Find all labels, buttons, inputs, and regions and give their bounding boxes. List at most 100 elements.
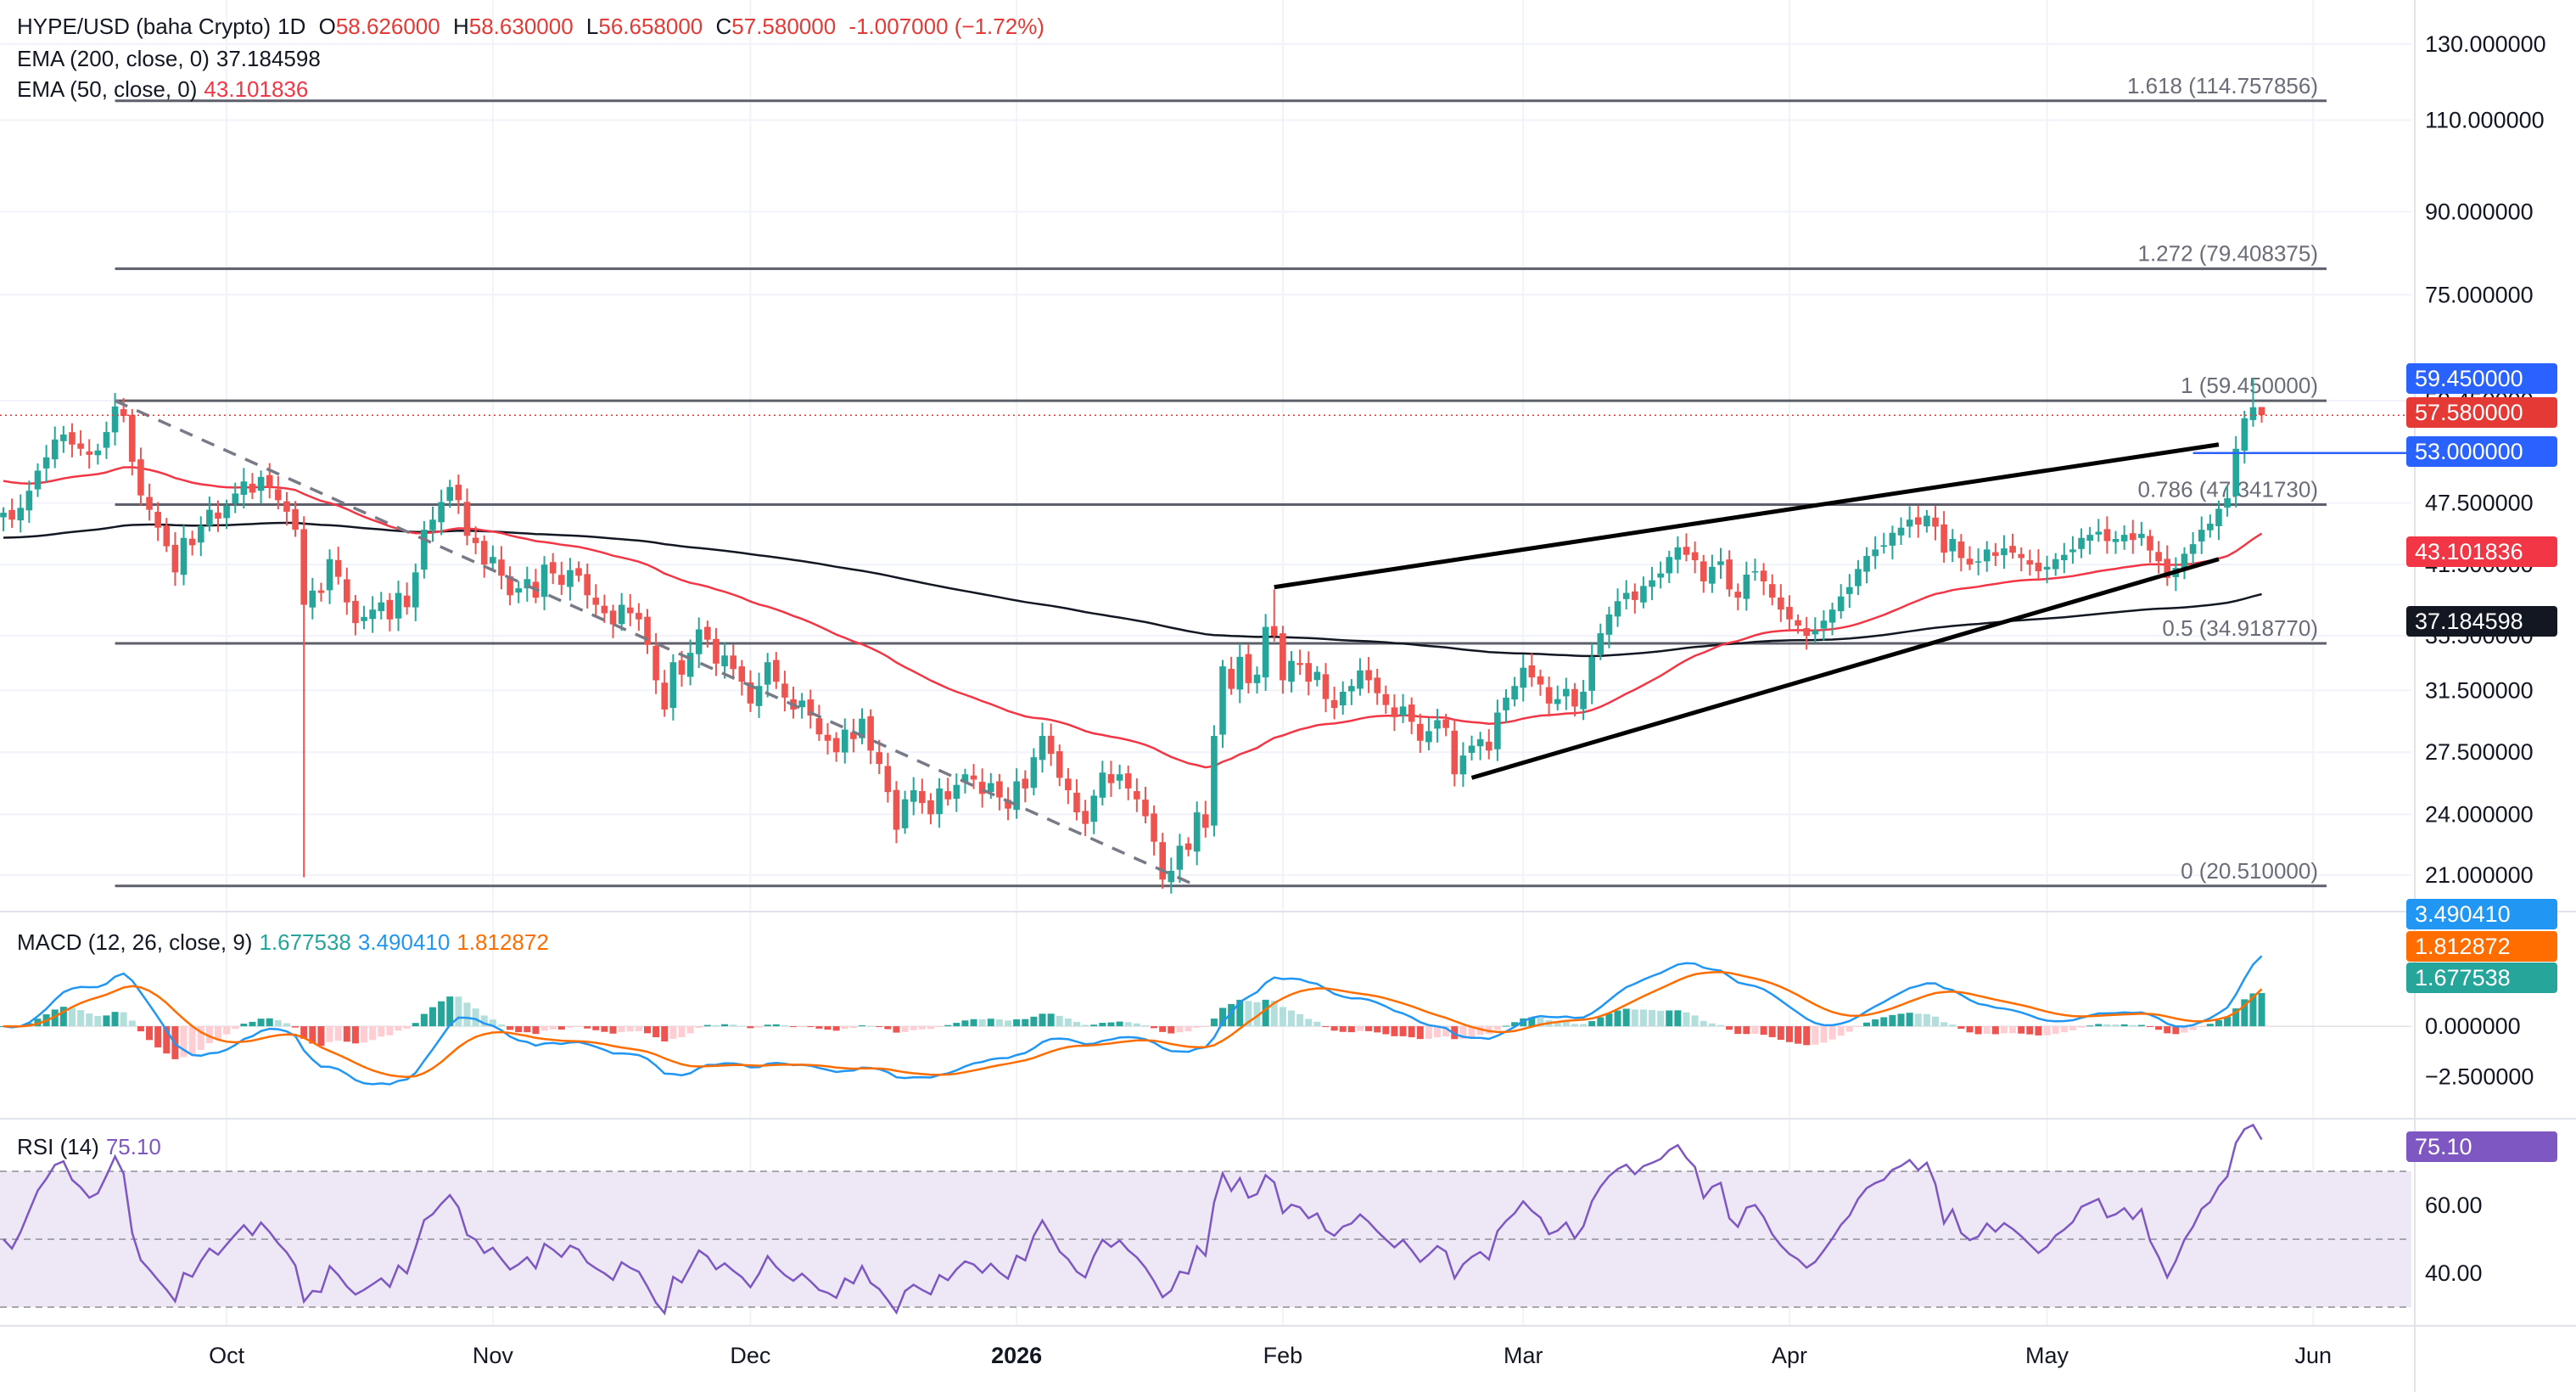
macd-histogram-bar [970,1019,977,1027]
legend-ema50-row[interactable]: EMA (50, close, 0) 43.101836 [17,76,315,102]
candle-body [344,579,350,603]
macd-histogram-bar [901,1026,909,1032]
macd-histogram-bar [790,1026,798,1028]
candle-body [1313,671,1321,681]
legend-interval[interactable]: 1D [277,14,306,39]
candle-body [2061,554,2068,561]
macd-histogram-bar [1382,1026,1390,1035]
candle-body [1116,774,1123,781]
macd-histogram-bar [884,1026,892,1030]
candle-body [326,558,333,591]
macd-histogram-bar [1683,1012,1690,1027]
legend-rsi-row[interactable]: RSI (14) 75.10 [17,1134,168,1159]
candle-body [2249,407,2257,420]
price-badges: 59.450000 57.580000 53.000000 43.101836 37.1… [2406,363,2557,1162]
macd-histogram-bar [317,1026,325,1047]
macd-histogram-bar [1940,1022,1948,1027]
legend-macd-row[interactable]: MACD (12, 26, close, 9) 1.677538 3.490410 1… [17,929,556,955]
candle-body [652,646,659,681]
candle-body [824,734,832,741]
candle-body [773,660,780,682]
macd-histogram-bar [1305,1019,1313,1027]
macd-histogram-bar [936,1026,944,1028]
price-axis[interactable]: 130.000000110.00000090.00000075.00000059… [2425,31,2546,1286]
legend-ema200-row[interactable]: EMA (200, close, 0) 37.184598 [17,46,328,71]
candle-body [386,599,394,620]
candle-body [1880,545,1888,547]
macd-histogram-bar [1176,1026,1184,1033]
candle-body [1768,584,1776,598]
macd-histogram-bar [395,1026,402,1031]
candle-body [154,511,161,528]
candle-body [1124,773,1132,789]
candle-body [1184,843,1192,850]
candle-body [86,451,92,455]
macd-histogram-bar [2164,1026,2171,1034]
time-axis[interactable]: Oct Nov Dec 2026 Feb Mar Apr May Jun [209,1343,2332,1368]
price-badge-bg [2406,363,2557,394]
macd-histogram-bar [1013,1019,1021,1027]
candle-body [8,509,15,520]
macd-histogram-bar [1734,1026,1742,1035]
candle-body [1357,670,1364,689]
rsi-pane [3,1123,2263,1316]
legend-macd-signal: 1.812872 [456,929,549,955]
candle-body [841,729,848,753]
legend-change: -1.007000 (−1.72%) [848,14,1044,39]
candle-body [884,766,892,793]
macd-histogram-bar [1451,1026,1459,1040]
macd-histogram-bar [1562,1021,1570,1027]
price-axis-tick: 31.500000 [2425,677,2534,703]
legend-symbol-row: HYPE/USD (baha Crypto) 1D O58.626000 H58.… [17,14,1051,39]
candle-body [1743,574,1750,599]
candle-body [129,414,136,463]
macd-histogram-bar [832,1026,840,1031]
candle-body [1399,706,1407,716]
candle-body [592,598,600,605]
macd-histogram-bar [2137,1024,2145,1027]
candle-body [996,781,1003,798]
candle-body [755,686,763,706]
candle-body [1563,688,1570,697]
candle-body [910,790,917,802]
macd-histogram-bar [163,1026,171,1054]
macd-histogram-bar [128,1020,136,1027]
candle-body [988,783,994,793]
candle-body [369,609,376,620]
macd-histogram-bar [1493,1026,1501,1030]
rsi-band [0,1170,2411,1308]
candle-body [2181,553,2188,571]
trendlines[interactable] [0,399,2411,888]
macd-histogram-bar [429,1007,436,1027]
candle-body [636,613,642,620]
macd-histogram-bar [1262,999,1269,1027]
macd-histogram-bar [540,1026,548,1031]
macd-histogram-bar [2103,1024,2111,1027]
candle-body [1151,813,1157,842]
macd-histogram-bar [584,1026,591,1029]
legend-symbol[interactable]: HYPE/USD (baha Crypto) [17,14,272,39]
legend-ema200-value: 37.184598 [216,46,321,71]
candle-body [1649,580,1655,587]
candle-body [2138,533,2145,538]
macd-histogram-bar [807,1026,815,1028]
legend-high: 58.630000 [468,14,574,39]
candle-body [2095,531,2103,535]
candle-body [1828,609,1836,623]
candle-body [626,607,634,614]
grid [0,0,2411,1326]
candle-body [1168,871,1175,883]
macd-histogram-bar [215,1026,221,1040]
macd-histogram-bar [1777,1026,1784,1041]
candle-body [171,544,179,573]
macd-histogram-bar [2198,1026,2205,1028]
macd-histogram-bar [232,1026,239,1030]
candle-body [1228,669,1235,689]
candle-body [1082,811,1089,824]
candle-body [2258,407,2265,416]
time-axis-tick: 2026 [991,1343,1042,1368]
candle-body [1924,515,1930,527]
candle-body [77,443,84,449]
candle-body [961,774,969,783]
